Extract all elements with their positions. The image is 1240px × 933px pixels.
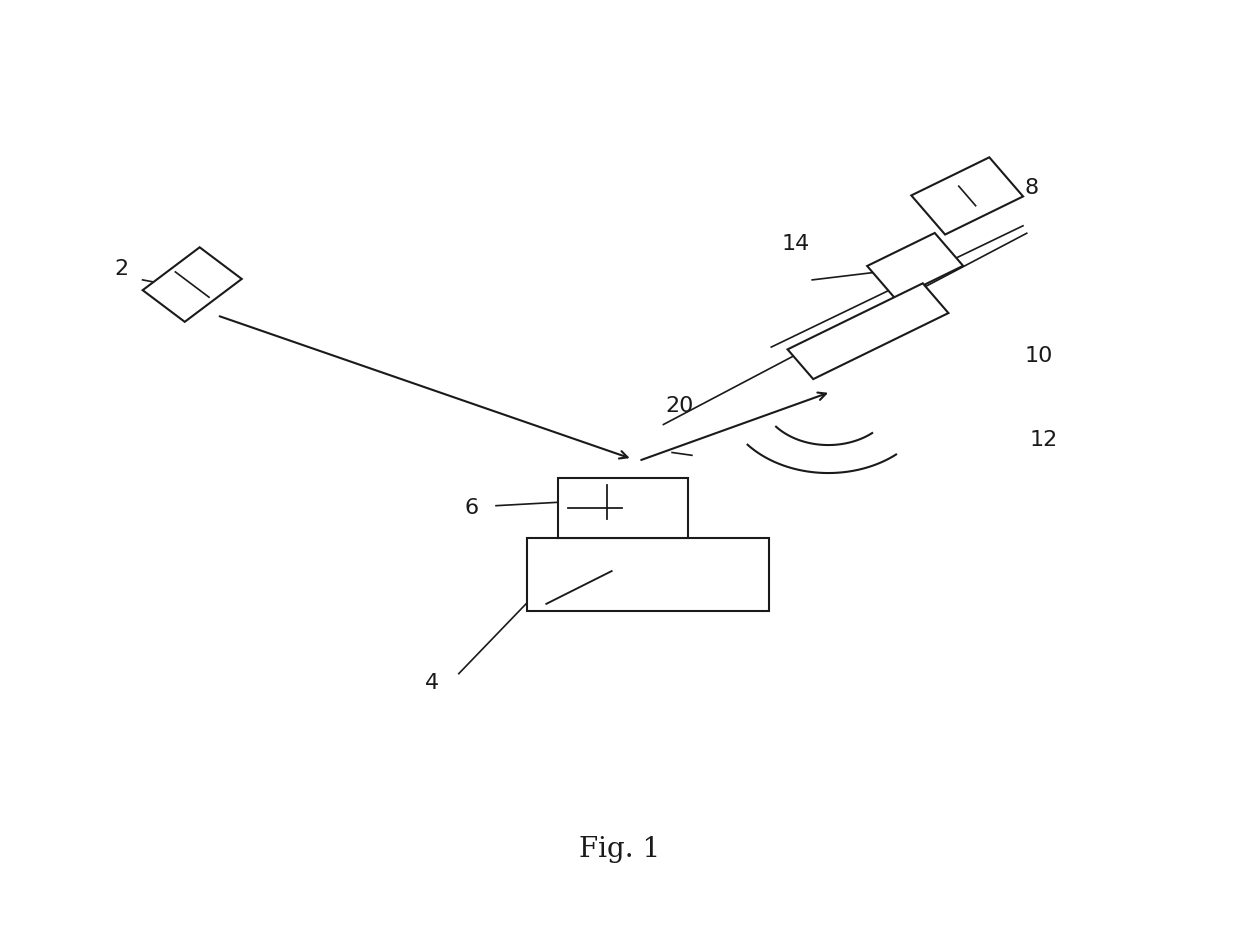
- Text: 20: 20: [666, 396, 693, 416]
- Text: 10: 10: [1025, 346, 1053, 367]
- Polygon shape: [143, 247, 242, 322]
- Polygon shape: [787, 284, 949, 379]
- Polygon shape: [911, 158, 1023, 234]
- Bar: [527, 538, 769, 611]
- Text: 14: 14: [782, 234, 810, 255]
- Bar: [558, 478, 688, 538]
- Text: 4: 4: [424, 673, 439, 693]
- Text: 6: 6: [464, 498, 479, 519]
- Polygon shape: [867, 233, 963, 299]
- Text: Fig. 1: Fig. 1: [579, 836, 661, 862]
- Text: 8: 8: [1024, 178, 1039, 199]
- Text: 2: 2: [114, 258, 129, 279]
- Text: 12: 12: [1030, 430, 1058, 451]
